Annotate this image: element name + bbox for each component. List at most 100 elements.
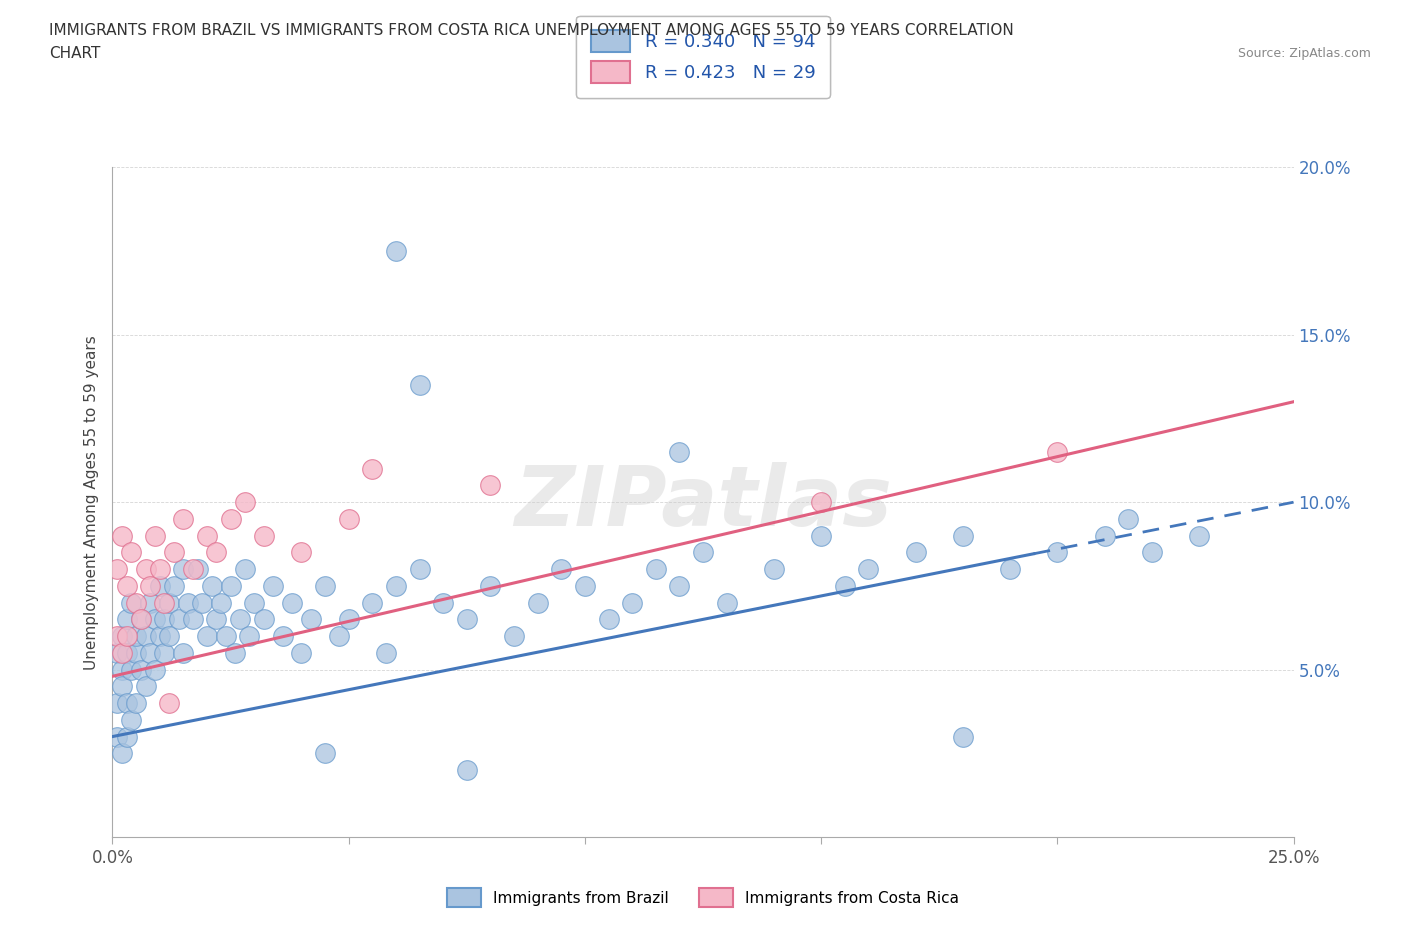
Point xyxy=(314,578,336,593)
Point xyxy=(163,545,186,560)
Point xyxy=(186,562,208,577)
Point xyxy=(143,528,166,543)
Point xyxy=(858,562,880,577)
Point xyxy=(621,595,644,610)
Point xyxy=(195,528,218,543)
Point xyxy=(135,629,157,644)
Point xyxy=(328,629,350,644)
Point xyxy=(125,645,148,660)
Y-axis label: Unemployment Among Ages 55 to 59 years: Unemployment Among Ages 55 to 59 years xyxy=(83,335,98,670)
Point xyxy=(115,612,138,627)
Point xyxy=(361,461,384,476)
Point xyxy=(253,612,276,627)
Point xyxy=(479,578,502,593)
Point xyxy=(115,696,138,711)
Point xyxy=(157,629,180,644)
Point xyxy=(810,495,832,510)
Point xyxy=(668,578,690,593)
Point xyxy=(172,512,194,526)
Point xyxy=(149,562,172,577)
Point xyxy=(149,629,172,644)
Point xyxy=(290,545,312,560)
Point xyxy=(163,578,186,593)
Point xyxy=(111,645,134,660)
Point xyxy=(408,378,430,392)
Point xyxy=(135,562,157,577)
Point xyxy=(153,612,176,627)
Point xyxy=(157,696,180,711)
Point xyxy=(574,578,596,593)
Point xyxy=(111,629,134,644)
Point xyxy=(456,612,478,627)
Point xyxy=(219,512,242,526)
Point xyxy=(115,645,138,660)
Point xyxy=(692,545,714,560)
Point xyxy=(952,528,974,543)
Point xyxy=(111,746,134,761)
Point xyxy=(105,629,128,644)
Point xyxy=(105,562,128,577)
Point xyxy=(120,595,142,610)
Point xyxy=(668,445,690,459)
Point xyxy=(195,629,218,644)
Point xyxy=(456,763,478,777)
Point xyxy=(998,562,1021,577)
Text: CHART: CHART xyxy=(49,46,101,61)
Point xyxy=(238,629,260,644)
Point xyxy=(177,595,200,610)
Point xyxy=(479,478,502,493)
Point xyxy=(526,595,548,610)
Point xyxy=(105,696,128,711)
Point xyxy=(1046,445,1069,459)
Point xyxy=(153,595,176,610)
Point xyxy=(111,662,134,677)
Point xyxy=(432,595,454,610)
Point xyxy=(810,528,832,543)
Point xyxy=(172,645,194,660)
Point xyxy=(129,612,152,627)
Point xyxy=(337,512,360,526)
Point xyxy=(229,612,252,627)
Point xyxy=(337,612,360,627)
Point xyxy=(233,495,256,510)
Point xyxy=(716,595,738,610)
Point xyxy=(105,645,128,660)
Point xyxy=(598,612,620,627)
Point xyxy=(219,578,242,593)
Point xyxy=(139,595,162,610)
Point xyxy=(253,528,276,543)
Point xyxy=(299,612,322,627)
Point xyxy=(550,562,572,577)
Point xyxy=(644,562,666,577)
Point xyxy=(281,595,304,610)
Point xyxy=(408,562,430,577)
Point xyxy=(762,562,785,577)
Point xyxy=(503,629,526,644)
Point xyxy=(952,729,974,744)
Point xyxy=(1188,528,1211,543)
Point xyxy=(115,629,138,644)
Point xyxy=(361,595,384,610)
Point xyxy=(271,629,294,644)
Point xyxy=(129,662,152,677)
Point xyxy=(1046,545,1069,560)
Point xyxy=(233,562,256,577)
Point xyxy=(120,712,142,727)
Point xyxy=(120,662,142,677)
Point xyxy=(143,612,166,627)
Point xyxy=(904,545,927,560)
Legend: R = 0.340   N = 94, R = 0.423   N = 29: R = 0.340 N = 94, R = 0.423 N = 29 xyxy=(576,16,830,98)
Point xyxy=(111,528,134,543)
Point xyxy=(1094,528,1116,543)
Point xyxy=(172,562,194,577)
Point xyxy=(111,679,134,694)
Point xyxy=(209,595,232,610)
Point xyxy=(167,612,190,627)
Point xyxy=(375,645,398,660)
Point xyxy=(139,645,162,660)
Point xyxy=(153,645,176,660)
Point xyxy=(139,578,162,593)
Point xyxy=(201,578,224,593)
Point xyxy=(135,679,157,694)
Point xyxy=(105,729,128,744)
